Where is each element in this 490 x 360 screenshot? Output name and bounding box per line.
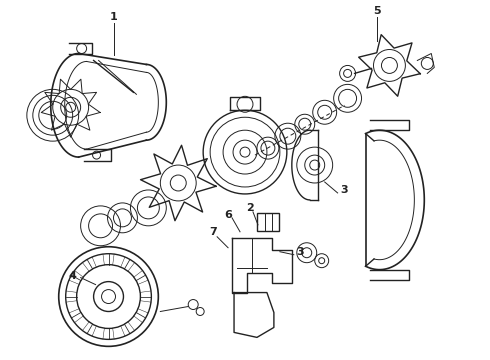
Text: 3: 3 (341, 185, 348, 195)
Text: 5: 5 (374, 6, 381, 15)
Text: 6: 6 (224, 210, 232, 220)
Text: 2: 2 (246, 203, 254, 213)
Text: 3: 3 (296, 247, 304, 257)
Text: 1: 1 (110, 12, 118, 22)
Text: 4: 4 (69, 271, 76, 281)
Text: 7: 7 (209, 227, 217, 237)
